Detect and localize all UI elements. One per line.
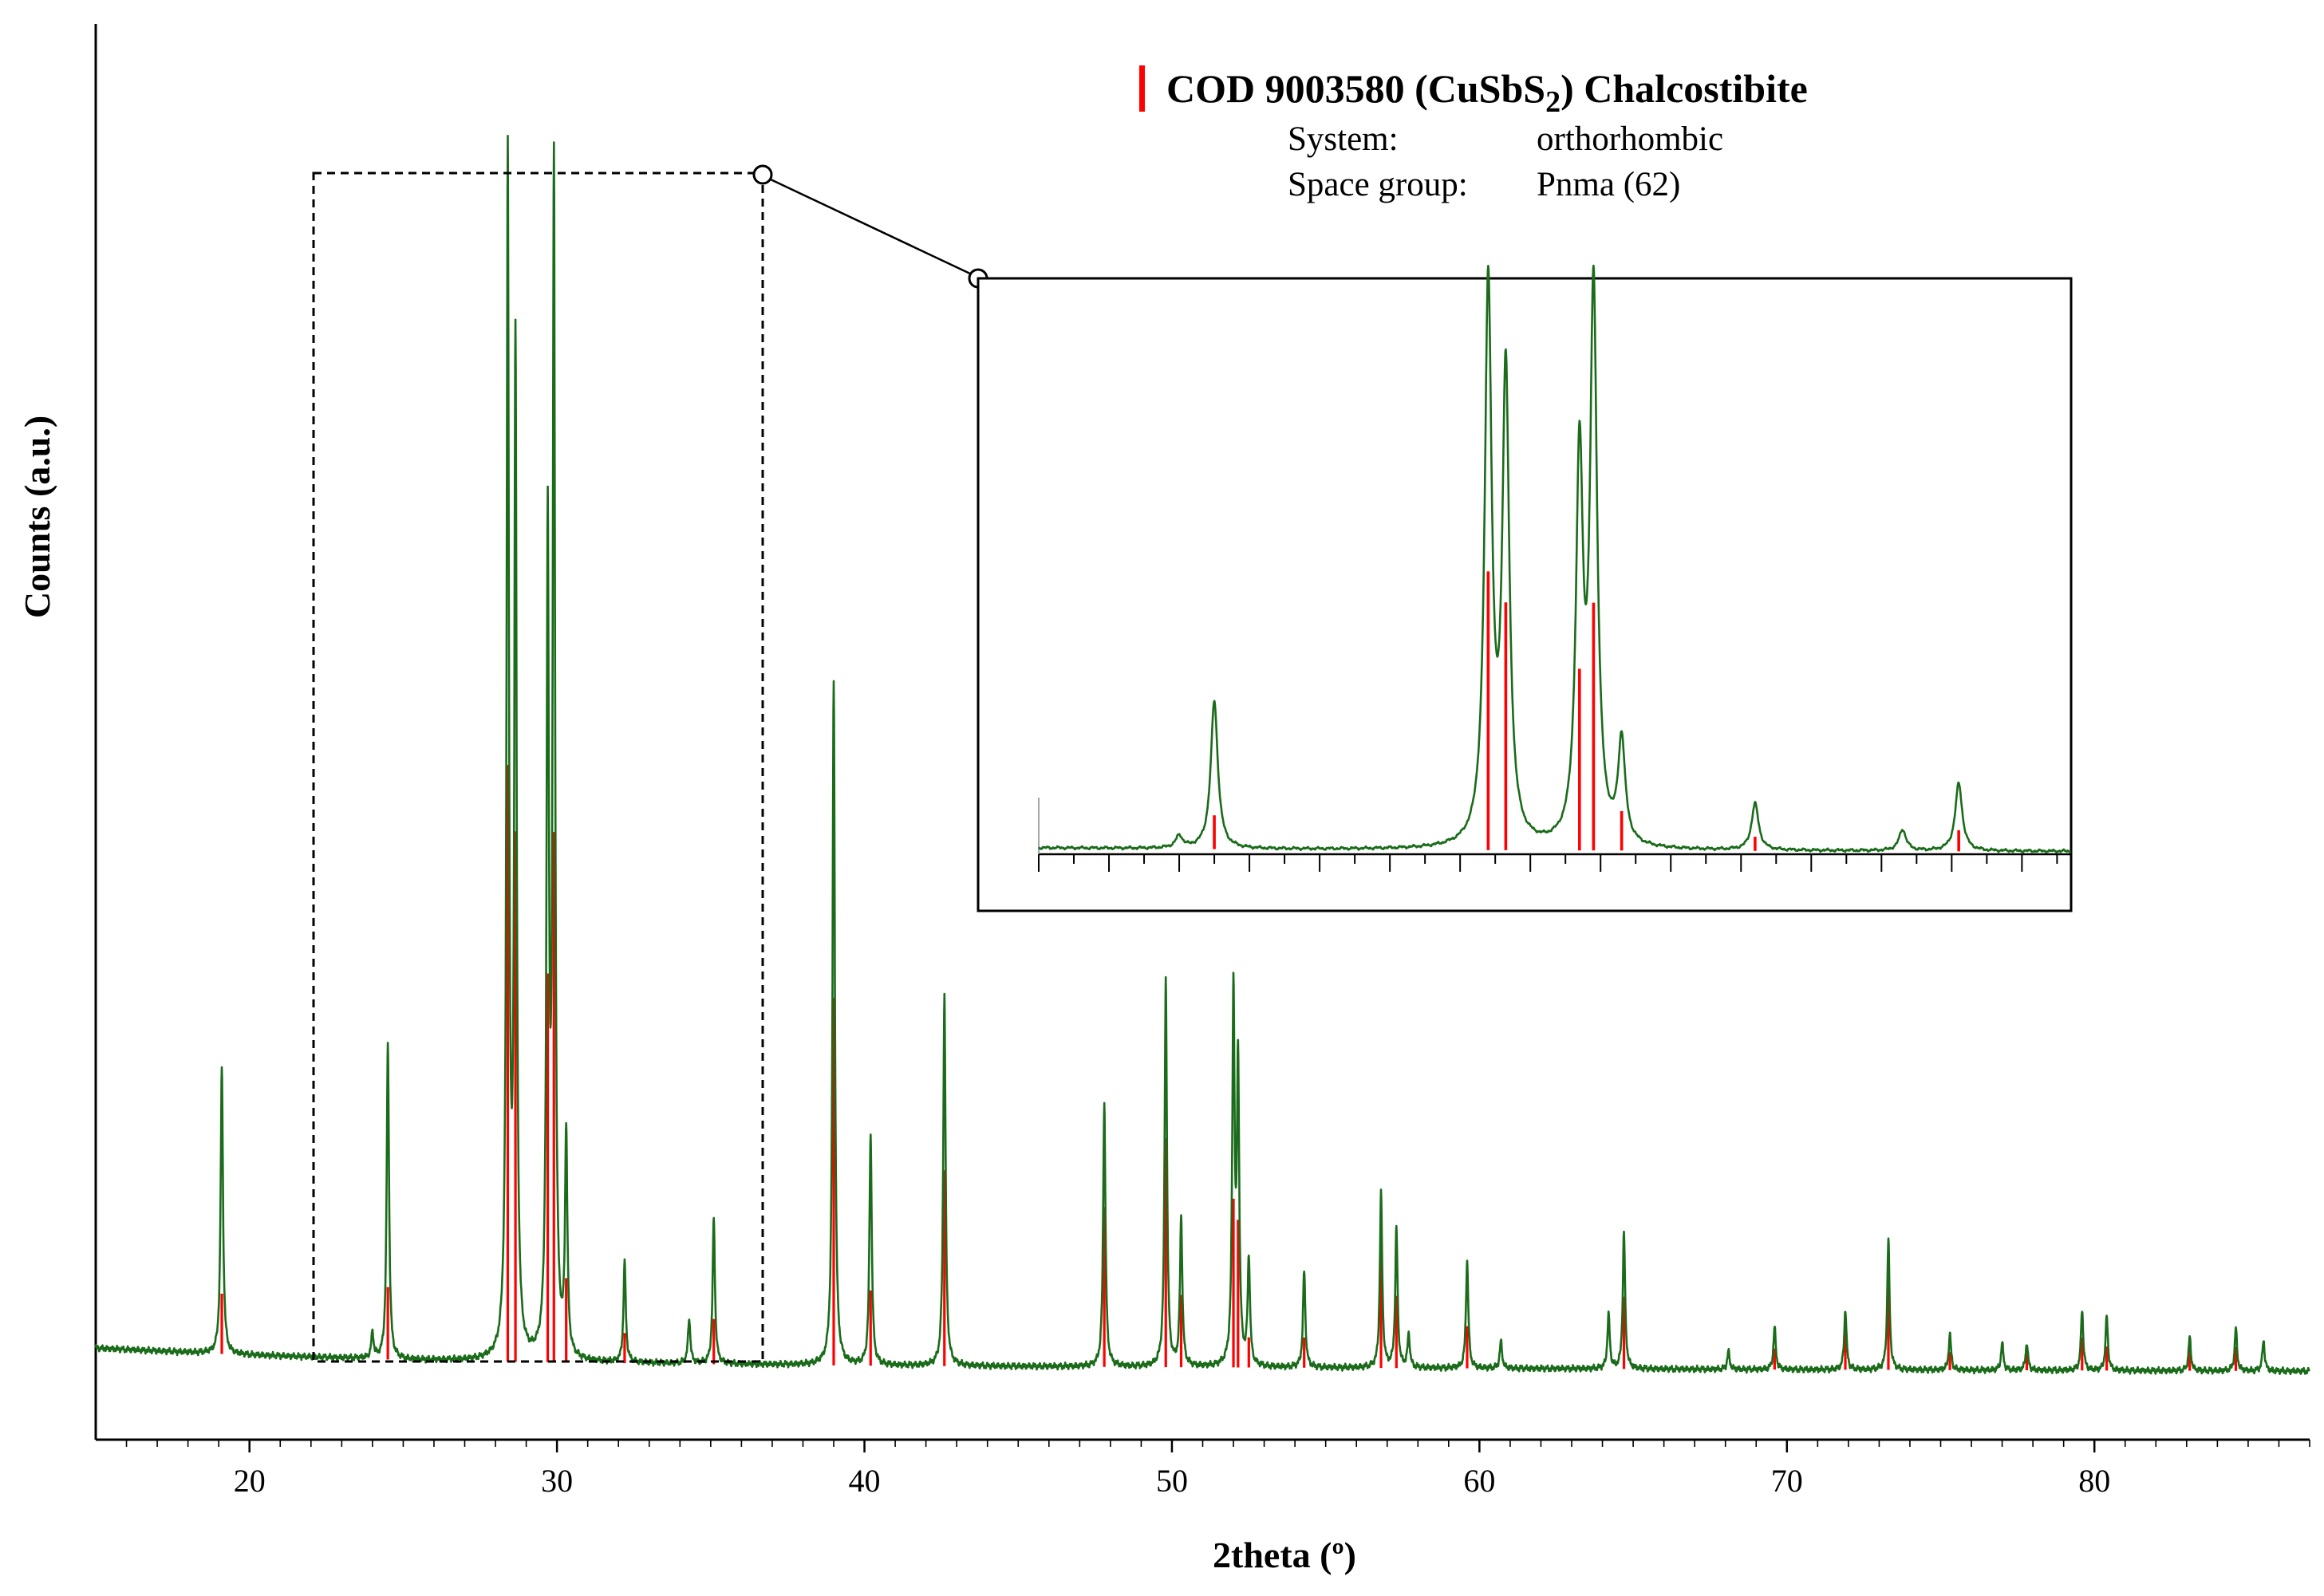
connector-anchor-start <box>752 164 773 185</box>
measured-pattern-line <box>94 135 2310 1376</box>
legend-title-suffix: ) Chalcostibite <box>1561 66 1808 111</box>
legend-spacegroup-value: Pnma (62) <box>1537 166 1680 203</box>
zoom-inset <box>977 264 2073 912</box>
legend-marker <box>1139 65 1145 112</box>
x-tick-label: 70 <box>1771 1463 1803 1499</box>
inset-frame <box>977 277 2073 912</box>
x-tick-label: 50 <box>1156 1463 1188 1499</box>
axes: 20 30 40 50 60 70 80 <box>94 24 2310 1499</box>
legend-title-subscript: 2 <box>1545 85 1561 119</box>
legend-system-value: orthorhombic <box>1537 120 1723 158</box>
legend: COD 9003580 (CuSbS2) Chalcostibite Syste… <box>1139 65 1808 203</box>
y-axis-title: Counts (a.u.) <box>17 416 57 618</box>
x-tick-label: 40 <box>849 1463 881 1499</box>
reference-sticks <box>220 765 2238 1371</box>
legend-spacegroup-label: Space group: <box>1288 166 1468 203</box>
zoom-connector-line <box>770 178 973 276</box>
x-tick-label: 60 <box>1463 1463 1495 1499</box>
zoom-selection-box <box>312 171 764 1363</box>
x-axis-title: 2theta (º) <box>1213 1535 1356 1575</box>
legend-system-label: System: <box>1288 120 1399 158</box>
inset-measured-pattern-line <box>1037 264 2072 854</box>
inset-x-axis-ticks <box>1038 854 2058 872</box>
x-axis-ticks: 20 30 40 50 60 70 80 <box>125 1440 2310 1499</box>
x-tick-label: 80 <box>2078 1463 2110 1499</box>
legend-title-prefix: COD 9003580 (CuSbS <box>1166 66 1545 111</box>
x-tick-label: 20 <box>234 1463 266 1499</box>
x-tick-label: 30 <box>541 1463 573 1499</box>
legend-title: COD 9003580 (CuSbS2) Chalcostibite <box>1166 66 1808 119</box>
inset-reference-sticks <box>1213 571 1960 852</box>
